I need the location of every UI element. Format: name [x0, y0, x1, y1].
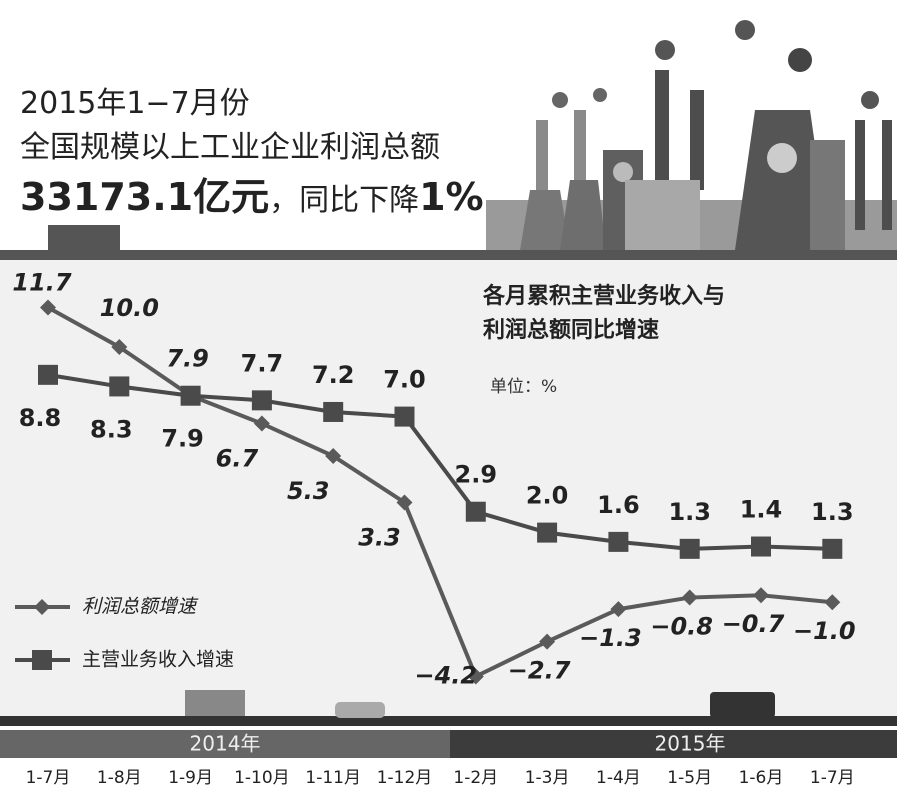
x-tick-label: 1-2月	[453, 768, 498, 788]
divider	[0, 250, 897, 260]
point	[396, 494, 413, 511]
data-label: −2.7	[508, 657, 571, 685]
header-line: 2015年1−7月份	[20, 86, 250, 121]
point	[822, 538, 843, 559]
point	[109, 376, 130, 397]
road	[0, 716, 897, 726]
period-band	[0, 730, 450, 758]
data-label: 5.3	[287, 477, 330, 505]
data-label: 1.4	[740, 496, 783, 524]
data-label: 2.0	[526, 482, 569, 510]
header-line: 33173.1亿元，同比下降1%	[20, 166, 484, 221]
x-tick-label: 1-10月	[234, 768, 290, 788]
legend-label: 主营业务收入增速	[82, 649, 234, 671]
headline-text: ，同比下降	[269, 183, 420, 218]
period-band	[450, 730, 897, 758]
data-label: 7.9	[161, 425, 204, 453]
factory-illustration	[48, 20, 897, 253]
point	[325, 448, 342, 465]
point	[751, 536, 771, 557]
x-tick-label: 1-12月	[377, 768, 433, 788]
point	[824, 594, 841, 611]
data-label: 7.9	[166, 345, 209, 373]
data-label: 1.6	[597, 491, 640, 519]
x-tick-label: 1-7月	[26, 768, 71, 788]
data-label: 10.0	[100, 294, 159, 322]
point	[38, 364, 58, 385]
point	[610, 601, 627, 618]
x-tick-label: 1-6月	[739, 768, 784, 788]
point	[40, 299, 56, 316]
data-label: 1.3	[811, 498, 854, 526]
header-line: 全国规模以上工业企业利润总额	[20, 130, 440, 165]
point	[111, 339, 128, 355]
data-label: 11.7	[12, 269, 72, 297]
data-label: 7.0	[383, 366, 426, 394]
x-tick-label: 1-11月	[305, 768, 361, 788]
unit-label: 单位：%	[490, 377, 558, 397]
x-tick-label: 1-9月	[168, 768, 213, 788]
point	[539, 633, 556, 650]
point	[323, 401, 344, 422]
data-label: 7.7	[241, 349, 284, 377]
data-label: −1.0	[793, 617, 856, 645]
point	[180, 385, 201, 406]
x-tick-label: 1-5月	[667, 768, 712, 788]
plot-background	[0, 258, 897, 720]
point	[253, 415, 270, 432]
van	[710, 692, 775, 718]
headline-pct: 1%	[419, 175, 484, 219]
point	[251, 390, 272, 411]
series-line	[47, 305, 833, 680]
x-tick-label: 1-4月	[596, 768, 641, 788]
x-tick-label: 1-3月	[525, 768, 570, 788]
series-line	[47, 372, 833, 551]
point	[679, 538, 700, 559]
data-label: 8.3	[90, 415, 133, 443]
data-label: −0.7	[722, 610, 785, 638]
point	[537, 522, 558, 543]
data-label: 3.3	[358, 523, 401, 551]
data-label: −0.8	[650, 613, 713, 641]
data-label: 6.7	[216, 445, 259, 473]
x-tick-label: 1-7月	[810, 768, 855, 788]
point	[608, 531, 629, 552]
point	[467, 668, 484, 685]
data-label: 1.3	[668, 498, 711, 526]
truck	[185, 690, 245, 716]
data-label: −1.3	[579, 624, 642, 652]
point	[681, 589, 698, 606]
data-label: 2.9	[455, 461, 498, 489]
legend-marker	[34, 599, 50, 615]
legend-marker	[32, 650, 52, 670]
data-label: 8.8	[19, 404, 62, 432]
chart-title: 各月累积主营业务收入与利润总额同比增速	[483, 284, 726, 343]
x-tick-label: 1-8月	[97, 768, 142, 788]
point	[753, 587, 769, 604]
car	[335, 702, 385, 718]
point	[465, 501, 486, 522]
headline-amount: 33173.1亿元	[20, 175, 270, 219]
point	[394, 406, 415, 427]
period-label: 2014年	[190, 732, 261, 756]
period-label: 2015年	[655, 732, 726, 756]
legend-label: 利润总额增速	[82, 596, 199, 618]
data-label: −4.2	[414, 661, 477, 689]
data-label: 7.2	[312, 361, 355, 389]
